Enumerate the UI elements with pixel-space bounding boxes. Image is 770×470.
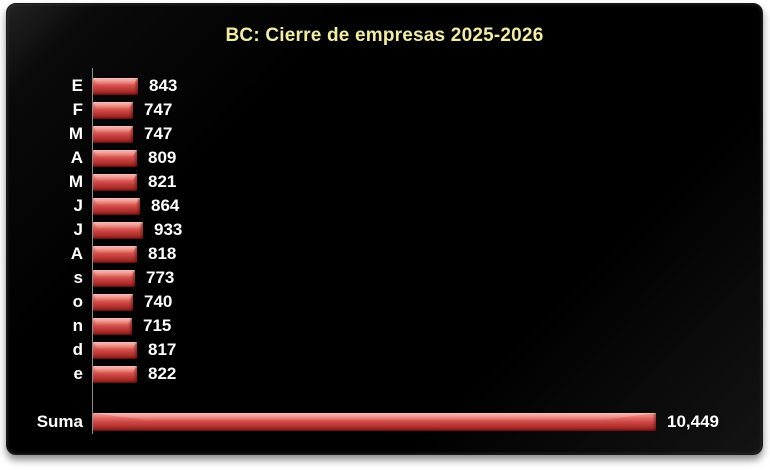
bar bbox=[93, 221, 143, 239]
bar bbox=[93, 341, 137, 359]
bar bbox=[93, 149, 137, 167]
category-label: Suma bbox=[36, 412, 83, 431]
category-label: J bbox=[73, 220, 83, 239]
value-label: 747 bbox=[144, 124, 173, 143]
category-label: J bbox=[73, 196, 83, 215]
value-label: 747 bbox=[144, 100, 173, 119]
bar bbox=[93, 101, 133, 119]
value-label: 817 bbox=[148, 340, 177, 359]
value-label: 818 bbox=[148, 244, 177, 263]
category-label: e bbox=[73, 364, 83, 383]
category-label: F bbox=[72, 100, 83, 119]
bar-row: J 933 bbox=[7, 218, 762, 242]
bar-row: M 747 bbox=[7, 122, 762, 146]
value-label: 740 bbox=[144, 292, 173, 311]
total-row: Suma 10,449 bbox=[7, 410, 762, 434]
value-label: 715 bbox=[143, 316, 172, 335]
bar-row: s 773 bbox=[7, 266, 762, 290]
bar bbox=[93, 293, 133, 311]
bar bbox=[93, 77, 138, 95]
bar bbox=[93, 365, 137, 383]
bar-row: o 740 bbox=[7, 290, 762, 314]
value-label: 821 bbox=[148, 172, 177, 191]
category-label: M bbox=[68, 172, 83, 191]
category-label: A bbox=[70, 244, 83, 263]
plot-area: E 843 F 747 M 747 A 809 M 821 J 864 J 933 A 818 s 773 o 740… bbox=[7, 4, 762, 454]
bar bbox=[93, 245, 137, 263]
value-label: 822 bbox=[148, 364, 177, 383]
bar bbox=[93, 413, 656, 431]
bar-row: A 818 bbox=[7, 242, 762, 266]
category-label: E bbox=[71, 76, 83, 95]
bar bbox=[93, 197, 140, 215]
value-label: 933 bbox=[154, 220, 183, 239]
bar-row: n 715 bbox=[7, 314, 762, 338]
bar bbox=[93, 269, 135, 287]
bar-row: e 822 bbox=[7, 362, 762, 386]
bar bbox=[93, 173, 137, 191]
bar-row: F 747 bbox=[7, 98, 762, 122]
bar-row: M 821 bbox=[7, 170, 762, 194]
bar-row: E 843 bbox=[7, 74, 762, 98]
category-label: s bbox=[73, 268, 83, 287]
category-label: M bbox=[68, 124, 83, 143]
value-label: 809 bbox=[148, 148, 177, 167]
category-label: A bbox=[70, 148, 83, 167]
bar bbox=[93, 317, 132, 335]
bar-row: A 809 bbox=[7, 146, 762, 170]
value-label: 864 bbox=[151, 196, 180, 215]
category-label: n bbox=[72, 316, 83, 335]
category-label: d bbox=[72, 340, 83, 359]
chart-title: BC: Cierre de empresas 2025-2026 bbox=[225, 25, 544, 46]
bar-row: J 864 bbox=[7, 194, 762, 218]
value-label: 773 bbox=[146, 268, 175, 287]
value-label: 10,449 bbox=[667, 412, 719, 431]
bar-row: d 817 bbox=[7, 338, 762, 362]
chart-frame: BC: Cierre de empresas 2025-2026 E 843 F 74… bbox=[6, 3, 763, 455]
category-label: o bbox=[72, 292, 83, 311]
value-label: 843 bbox=[149, 76, 178, 95]
bar bbox=[93, 125, 133, 143]
